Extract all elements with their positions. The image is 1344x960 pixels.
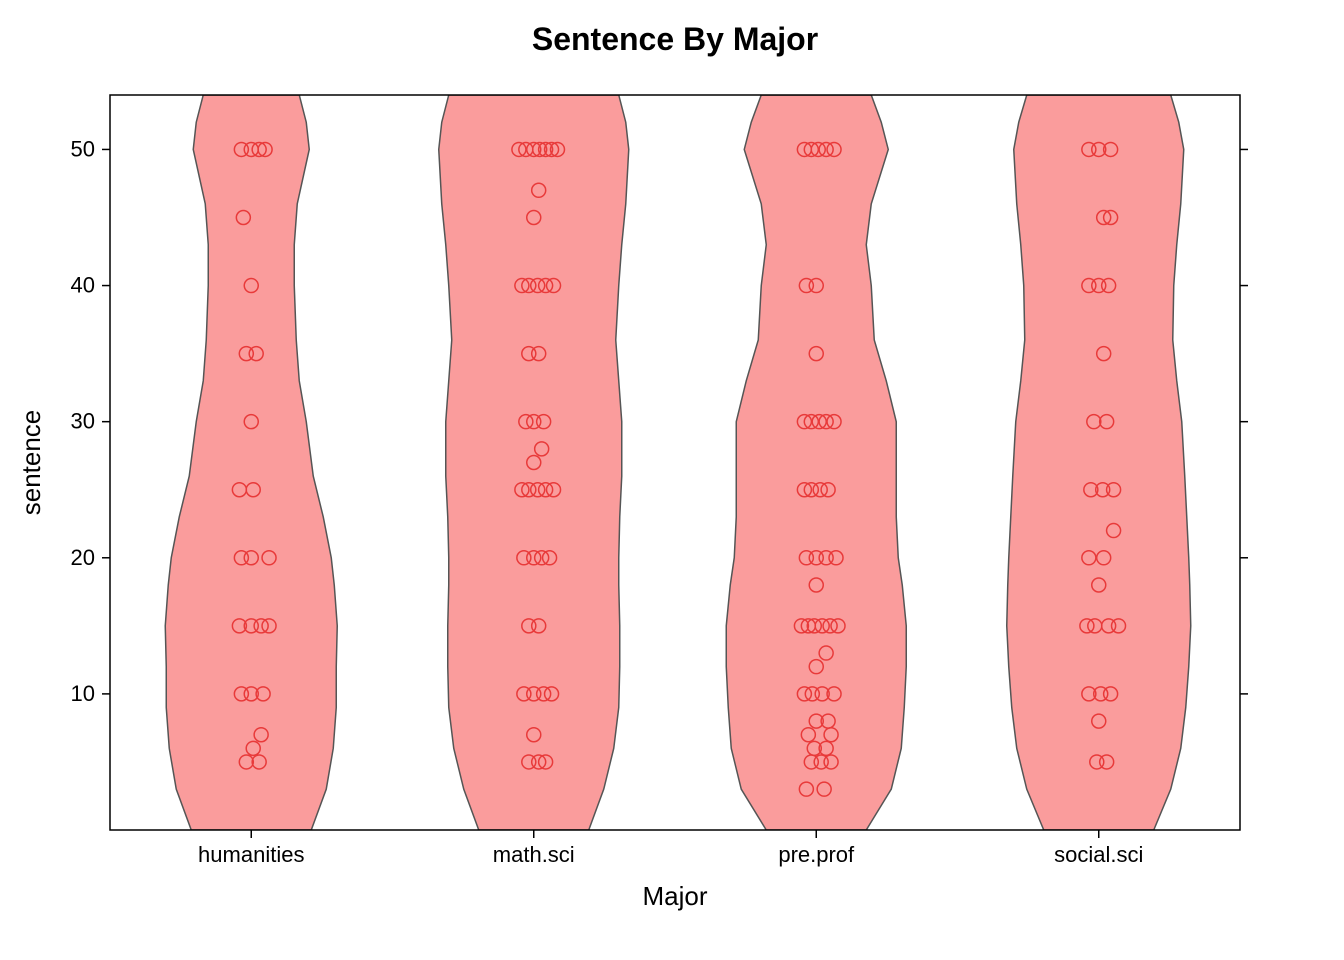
xtick-label: humanities <box>198 842 304 867</box>
y-axis-label: sentence <box>16 410 46 516</box>
violin-pre.prof <box>726 95 906 830</box>
ytick-label: 50 <box>71 136 95 161</box>
violin-math.sci <box>439 95 629 830</box>
ytick-label: 20 <box>71 545 95 570</box>
chart-title: Sentence By Major <box>532 21 818 57</box>
ytick-label: 10 <box>71 681 95 706</box>
ytick-label: 30 <box>71 409 95 434</box>
ytick-label: 40 <box>71 273 95 298</box>
violin-humanities <box>165 95 337 830</box>
plot-area <box>165 95 1191 830</box>
xtick-label: math.sci <box>493 842 575 867</box>
xtick-label: pre.prof <box>778 842 855 867</box>
violin-social.sci <box>1007 95 1191 830</box>
x-axis-label: Major <box>642 881 707 911</box>
chart-container: Sentence By Major 10 20 30 40 50 humanities mat… <box>0 0 1344 960</box>
violin-chart: Sentence By Major 10 20 30 40 50 humanities mat… <box>0 0 1344 960</box>
xtick-label: social.sci <box>1054 842 1143 867</box>
